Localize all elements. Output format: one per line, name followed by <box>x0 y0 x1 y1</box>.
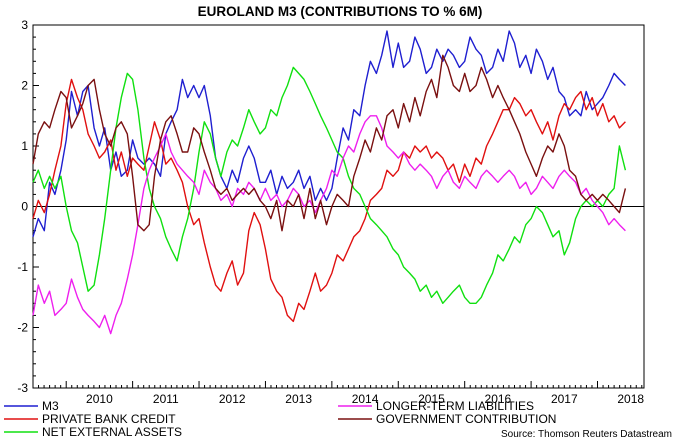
source-note: Source: Thomson Reuters Datastream <box>501 429 672 440</box>
plot-frame <box>32 24 645 389</box>
series-layer <box>32 30 627 335</box>
x-axis: 2010 2011 2012 2013 2014 2015 2016 2017 2018 <box>32 381 644 406</box>
legend-label: NET EXTERNAL ASSETS <box>42 425 182 439</box>
y-axis: 3 2 1 0 -1 -2 -3 <box>17 18 39 395</box>
chart-title: EUROLAND M3 (CONTRIBUTIONS TO % 6M) <box>198 4 483 19</box>
y-tick-label: 0 <box>21 200 28 214</box>
y-tick-label: -1 <box>17 260 28 274</box>
legend-label: M3 <box>42 399 59 413</box>
y-tick-label: 1 <box>21 139 28 153</box>
legend-label: PRIVATE BANK CREDIT <box>42 412 176 426</box>
x-tick-label: 2016 <box>485 392 512 406</box>
y-tick-label: -3 <box>17 381 28 395</box>
x-tick-label: 2014 <box>352 392 379 406</box>
y-tick-label: 3 <box>21 18 28 32</box>
x-tick-label: 2018 <box>617 392 644 406</box>
x-tick-label: 2017 <box>551 392 578 406</box>
legend-label: LONGER-TERM LIABILITIES <box>376 399 534 413</box>
x-tick-label: 2011 <box>153 392 179 406</box>
series-line-private-bank-credit <box>32 78 626 323</box>
x-tick-label: 2015 <box>418 392 445 406</box>
y-tick-label: -2 <box>17 321 28 335</box>
x-tick-label: 2012 <box>219 392 246 406</box>
series-line-government-contribution <box>32 54 627 232</box>
series-line-longer-term-liabilities <box>32 115 626 335</box>
series-line-m3 <box>32 30 626 237</box>
legend-label: GOVERNMENT CONTRIBUTION <box>376 412 556 426</box>
x-tick-label: 2010 <box>86 392 113 406</box>
x-tick-label: 2013 <box>285 392 312 406</box>
y-tick-label: 2 <box>21 79 28 93</box>
series-line-net-external-assets <box>32 66 627 304</box>
